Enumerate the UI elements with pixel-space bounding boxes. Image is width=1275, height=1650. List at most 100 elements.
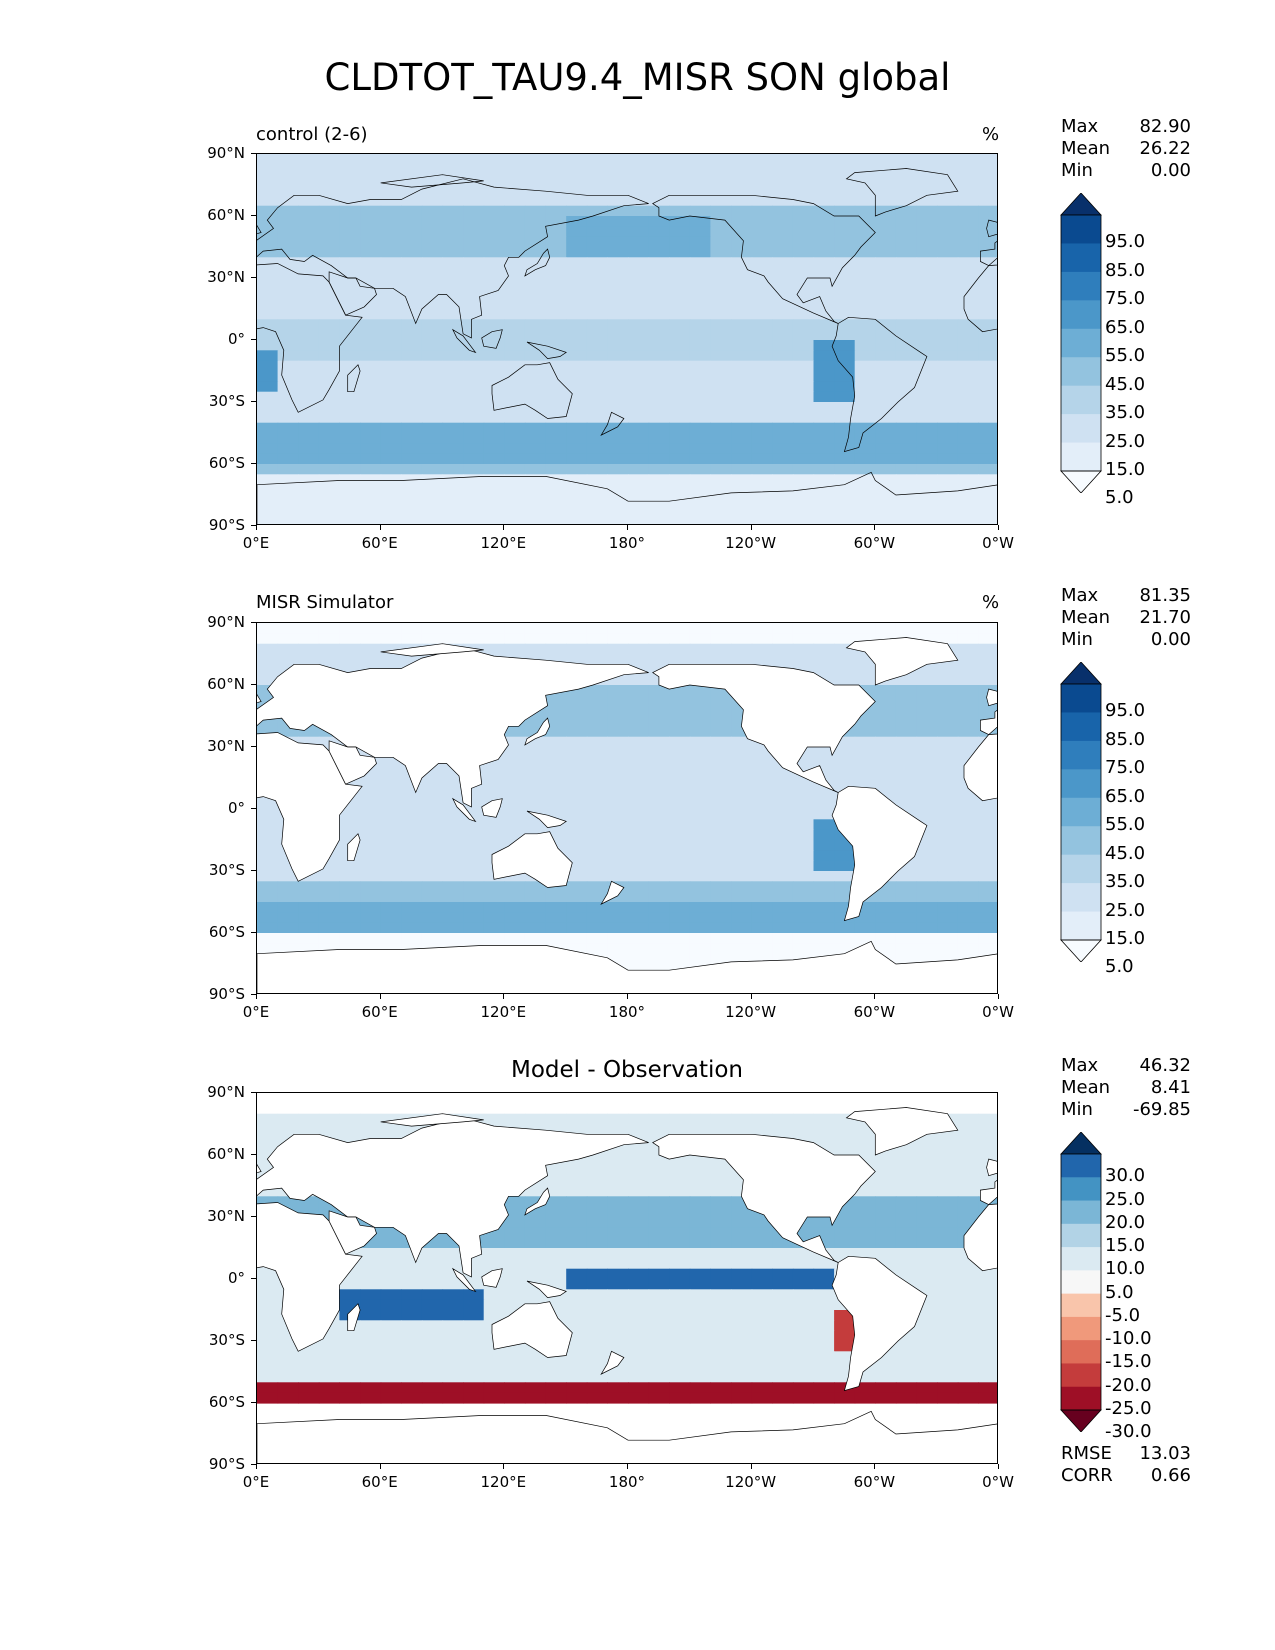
field-cell — [772, 495, 794, 506]
field-cell — [937, 778, 959, 789]
field-cell — [731, 464, 753, 475]
field-cell — [751, 1237, 773, 1249]
field-cell — [710, 236, 732, 248]
field-cell — [421, 402, 444, 413]
field-cell — [648, 495, 670, 506]
field-cell — [442, 515, 464, 524]
field-cell — [731, 809, 753, 820]
field-cell — [710, 371, 732, 382]
field-cell — [463, 298, 485, 310]
field-cell — [669, 1341, 691, 1352]
field-cell — [607, 705, 629, 717]
field-cell — [916, 205, 938, 217]
field-cell — [566, 1320, 588, 1332]
field-cell — [504, 809, 526, 820]
field-cell — [421, 464, 444, 475]
field-cell — [298, 195, 320, 207]
field-cell — [628, 391, 650, 403]
field-cell — [689, 757, 711, 769]
lat-tick-label: 0° — [227, 1269, 245, 1287]
field-cell — [380, 922, 402, 934]
difference-map-svg — [257, 1093, 997, 1463]
field-cell — [586, 329, 608, 341]
field-cell — [380, 391, 402, 403]
field-cell — [834, 1320, 856, 1332]
field-cell — [772, 412, 794, 424]
field-cell — [895, 453, 918, 465]
field-cell — [875, 1165, 897, 1177]
field-cell — [875, 195, 897, 207]
field-cell — [483, 633, 505, 645]
field-cell — [875, 1248, 897, 1259]
field-cell — [463, 1258, 485, 1270]
field-cell — [689, 164, 711, 176]
field-cell — [628, 350, 650, 362]
field-cell — [772, 236, 794, 248]
colorbar-segment — [1061, 1247, 1101, 1271]
field-cell — [978, 402, 997, 413]
field-cell — [566, 195, 588, 207]
field-cell — [978, 933, 997, 944]
field-cell — [772, 1372, 794, 1383]
field-cell — [731, 391, 753, 403]
field-cell — [731, 798, 753, 810]
field-cell — [360, 350, 382, 362]
field-cell — [545, 205, 567, 217]
field-cell — [689, 891, 711, 903]
field-cell — [895, 871, 918, 882]
field-cell — [318, 433, 340, 444]
field-cell — [792, 412, 815, 424]
field-cell — [360, 1113, 382, 1125]
field-cell — [545, 288, 567, 300]
field-cell — [421, 1361, 444, 1373]
field-cell — [875, 1155, 897, 1166]
lon-tick-mark — [627, 525, 628, 530]
field-cell — [566, 422, 588, 434]
land-antarctica — [257, 940, 997, 993]
field-cell — [483, 443, 505, 455]
field-cell — [339, 319, 361, 331]
field-cell — [813, 1320, 835, 1332]
field-cell — [339, 860, 361, 872]
field-cell — [957, 1299, 979, 1311]
field-cell — [463, 278, 485, 289]
field-cell — [916, 1320, 938, 1332]
field-cell — [257, 664, 279, 676]
field-cell — [689, 1372, 711, 1383]
field-cell — [689, 495, 711, 506]
land-africa — [257, 732, 363, 882]
coastlines — [257, 637, 997, 993]
field-cell — [401, 829, 423, 841]
field-cell — [277, 891, 299, 903]
field-cell — [421, 1289, 444, 1301]
field-cell — [318, 464, 340, 475]
field-cell — [566, 1268, 588, 1280]
field-cell — [277, 350, 299, 362]
field-cell — [751, 185, 773, 196]
field-cell — [834, 757, 856, 769]
field-cell — [669, 1175, 691, 1187]
field-cell — [257, 515, 279, 524]
field-cell — [772, 643, 794, 655]
field-cell — [628, 798, 650, 810]
stat-value: 0.00 — [1150, 160, 1191, 181]
field-cell — [957, 922, 979, 934]
field-cell — [792, 778, 815, 789]
field-cell — [607, 1186, 629, 1197]
lon-tick-label: 120°E — [480, 1473, 527, 1491]
field-cell — [937, 1248, 959, 1259]
field-cell — [566, 902, 588, 913]
field-cell — [895, 674, 918, 686]
field-cell — [257, 933, 279, 944]
land-southamerica — [831, 1255, 928, 1392]
field-cell — [916, 623, 938, 634]
field-cell — [792, 360, 815, 372]
field-cell — [957, 829, 979, 841]
land-southamerica — [831, 785, 928, 922]
field-cell — [834, 1124, 856, 1135]
field-cell — [628, 464, 650, 475]
field-cell — [813, 819, 835, 831]
field-cell — [566, 1113, 588, 1125]
field-cell — [401, 205, 423, 217]
field-cell — [586, 453, 608, 465]
